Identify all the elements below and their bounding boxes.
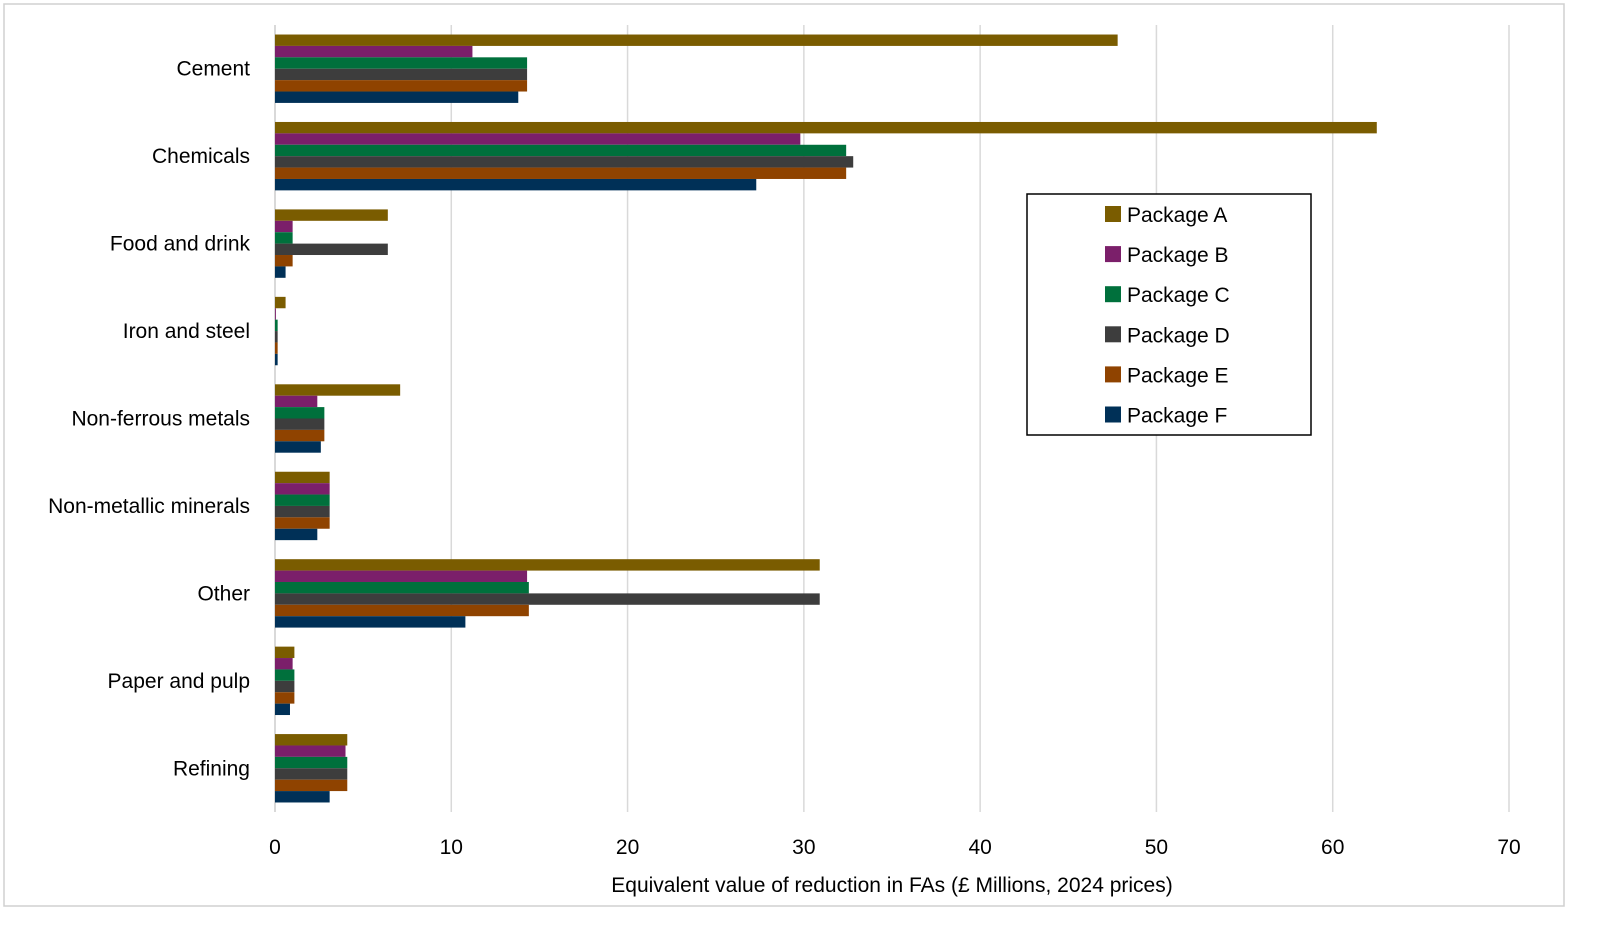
bar-package-f: [275, 178, 757, 191]
bar-package-c: [275, 407, 325, 419]
bar-package-e: [275, 779, 348, 792]
bar-package-b: [275, 220, 293, 233]
category-label: Non-metallic minerals: [48, 495, 250, 518]
legend-label: Package F: [1127, 405, 1227, 428]
bar-package-a: [275, 471, 330, 484]
category-label: Non-ferrous metals: [71, 408, 250, 431]
bar-package-a: [275, 34, 1118, 46]
bar-package-f: [275, 353, 278, 366]
bar-package-a: [275, 121, 1377, 134]
category-label: Other: [197, 582, 250, 605]
x-tick-label: 0: [269, 836, 281, 859]
bar-package-e: [275, 517, 330, 529]
legend-swatch: [1105, 366, 1121, 383]
x-tick-label: 20: [616, 836, 639, 859]
bar-package-c: [275, 57, 528, 69]
category-label: Food and drink: [110, 233, 251, 256]
bar-package-f: [275, 616, 466, 628]
bar-package-b: [275, 308, 276, 320]
legend-swatch: [1105, 246, 1121, 263]
bar-package-b: [275, 658, 293, 670]
bar-package-b: [275, 483, 330, 495]
bar-package-b: [275, 133, 801, 145]
bar-package-b: [275, 745, 346, 757]
bar-package-d: [275, 505, 330, 518]
bar-package-a: [275, 209, 388, 221]
legend-label: Package E: [1127, 364, 1229, 387]
bar-package-d: [275, 680, 295, 693]
x-tick-label: 50: [1145, 836, 1168, 859]
bar-package-c: [275, 756, 348, 769]
x-tick-label: 60: [1321, 836, 1344, 859]
bar-package-d: [275, 768, 348, 780]
bar-package-a: [275, 559, 820, 571]
bar-package-c: [275, 319, 278, 332]
bar-package-d: [275, 243, 388, 256]
bar-package-c: [275, 669, 295, 681]
bar-package-b: [275, 395, 318, 408]
category-label: Refining: [173, 757, 250, 780]
bar-package-e: [275, 429, 325, 442]
bar-package-d: [275, 593, 820, 605]
bar-package-e: [275, 604, 529, 617]
bar-package-c: [275, 232, 293, 244]
bar-package-f: [275, 791, 330, 803]
bar-package-f: [275, 528, 318, 541]
x-axis-label: Equivalent value of reduction in FAs (£ …: [611, 874, 1172, 897]
bar-package-a: [275, 296, 286, 309]
legend-swatch: [1105, 286, 1121, 303]
bar-package-f: [275, 703, 290, 716]
bar-package-e: [275, 692, 295, 704]
legend-swatch: [1105, 206, 1121, 222]
category-label: Iron and steel: [123, 320, 250, 343]
category-label: Cement: [176, 58, 250, 81]
bar-package-f: [275, 266, 286, 278]
bar-package-d: [275, 156, 854, 168]
bar-package-e: [275, 80, 528, 92]
bar-package-e: [275, 167, 847, 179]
bar-package-e: [275, 342, 278, 354]
legend-label: Package C: [1127, 284, 1230, 307]
legend-label: Package D: [1127, 324, 1230, 347]
bar-package-b: [275, 45, 473, 58]
bar-package-d: [275, 331, 278, 343]
bar-package-a: [275, 646, 295, 659]
legend: Package A Package B Package C Package D Pack…: [1026, 193, 1312, 436]
bar-package-d: [275, 418, 325, 430]
bar-package-a: [275, 384, 401, 396]
bar-package-c: [275, 494, 330, 506]
category-label: Paper and pulp: [108, 670, 250, 693]
bar-package-a: [275, 734, 348, 746]
bar-package-e: [275, 255, 293, 267]
legend-label: Package B: [1127, 244, 1229, 267]
bar-package-d: [275, 68, 528, 81]
bar-package-c: [275, 144, 847, 157]
x-tick-label: 10: [440, 836, 463, 859]
bar-package-c: [275, 581, 529, 594]
bar-package-f: [275, 441, 321, 453]
bar-package-b: [275, 570, 528, 582]
x-tick-label: 30: [792, 836, 815, 859]
bar-package-f: [275, 91, 519, 103]
legend-swatch: [1105, 326, 1121, 343]
legend-box: [1026, 193, 1312, 436]
x-tick-label: 40: [968, 836, 991, 859]
legend-swatch: [1105, 406, 1121, 423]
category-label: Chemicals: [152, 145, 250, 168]
x-tick-label: 70: [1497, 836, 1520, 859]
legend-label: Package A: [1127, 204, 1227, 227]
